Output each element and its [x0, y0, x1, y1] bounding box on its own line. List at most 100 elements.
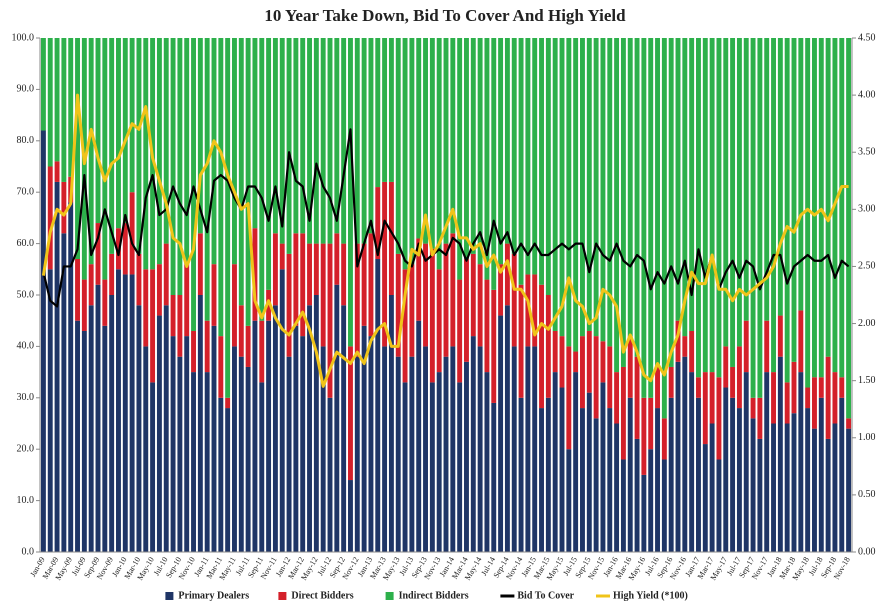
bar: [620, 366, 626, 460]
bar: [477, 346, 483, 552]
bar: [818, 38, 824, 378]
y2-tick-label: 3.50: [858, 147, 876, 158]
bar: [238, 305, 244, 357]
bar: [757, 38, 763, 398]
bar: [470, 336, 476, 552]
bar: [334, 38, 340, 234]
bar: [812, 377, 817, 429]
bar: [743, 38, 749, 321]
bar: [470, 253, 476, 337]
bar: [573, 372, 579, 552]
bar: [143, 38, 149, 270]
bar: [736, 408, 742, 552]
bar: [429, 248, 435, 383]
bar: [88, 305, 94, 552]
bar: [757, 438, 763, 552]
bar: [641, 474, 647, 552]
bar: [777, 315, 783, 357]
bar: [204, 38, 210, 321]
legend-label: Bid To Cover: [517, 590, 574, 601]
legend-label: Indirect Bidders: [399, 590, 469, 601]
y2-tick-label: 4.00: [858, 89, 876, 100]
bar: [777, 356, 783, 552]
bar: [723, 346, 729, 388]
bar: [150, 269, 156, 383]
bar: [47, 269, 53, 552]
bar: [593, 38, 599, 337]
bar: [805, 408, 811, 552]
bar: [600, 341, 606, 383]
bar: [661, 459, 667, 552]
bar: [293, 325, 299, 552]
bar: [518, 284, 524, 398]
bar: [655, 408, 660, 552]
bar: [702, 372, 708, 445]
bar: [279, 38, 285, 244]
bar: [197, 233, 203, 295]
bar: [409, 264, 415, 357]
bar: [825, 38, 831, 357]
bar: [129, 38, 135, 193]
bar: [580, 38, 585, 337]
bar: [730, 366, 736, 398]
y-tick-label: 0.0: [22, 546, 35, 557]
bar: [580, 408, 585, 552]
bar: [75, 320, 80, 552]
bar: [586, 330, 592, 393]
bar: [689, 38, 695, 331]
bar: [730, 397, 736, 552]
bar: [327, 397, 333, 552]
bar: [122, 274, 128, 552]
bar: [307, 305, 312, 552]
bar: [696, 377, 701, 398]
y2-tick-label: 4.50: [858, 32, 876, 43]
bar: [286, 38, 292, 254]
bar: [102, 38, 108, 280]
bar: [614, 372, 620, 424]
bar: [143, 346, 149, 552]
bar: [313, 295, 319, 552]
bar: [532, 38, 538, 275]
y-tick-label: 60.0: [17, 238, 35, 249]
bar: [750, 38, 756, 398]
bar: [116, 269, 121, 552]
y-tick-label: 10.0: [17, 495, 35, 506]
bar: [122, 223, 128, 275]
bar: [163, 38, 169, 244]
bar: [286, 253, 292, 357]
bar: [668, 38, 674, 367]
bar: [812, 428, 817, 552]
bar: [388, 295, 394, 552]
bar: [436, 38, 442, 270]
bar: [266, 320, 272, 552]
bar: [266, 38, 272, 290]
bar: [395, 356, 401, 552]
bar: [122, 38, 128, 224]
bar: [327, 243, 333, 398]
bar: [61, 181, 67, 234]
bar: [641, 38, 647, 398]
bar: [279, 243, 285, 270]
bar: [95, 284, 101, 552]
bar: [634, 438, 640, 552]
bar: [232, 264, 237, 347]
bar: [627, 336, 633, 398]
bar: [805, 38, 811, 388]
bar: [545, 295, 551, 398]
bar: [593, 336, 599, 419]
bar: [279, 269, 285, 552]
bar: [109, 253, 115, 295]
bar: [791, 38, 797, 362]
bar: [341, 305, 347, 552]
bar: [716, 459, 722, 552]
bar: [661, 418, 667, 460]
bar: [464, 259, 469, 362]
bar: [129, 192, 135, 275]
bar: [402, 382, 408, 552]
bar: [409, 38, 415, 265]
bar: [443, 243, 449, 357]
bar: [88, 264, 94, 306]
bar: [450, 346, 456, 552]
bar: [525, 274, 531, 347]
bar: [54, 181, 60, 553]
